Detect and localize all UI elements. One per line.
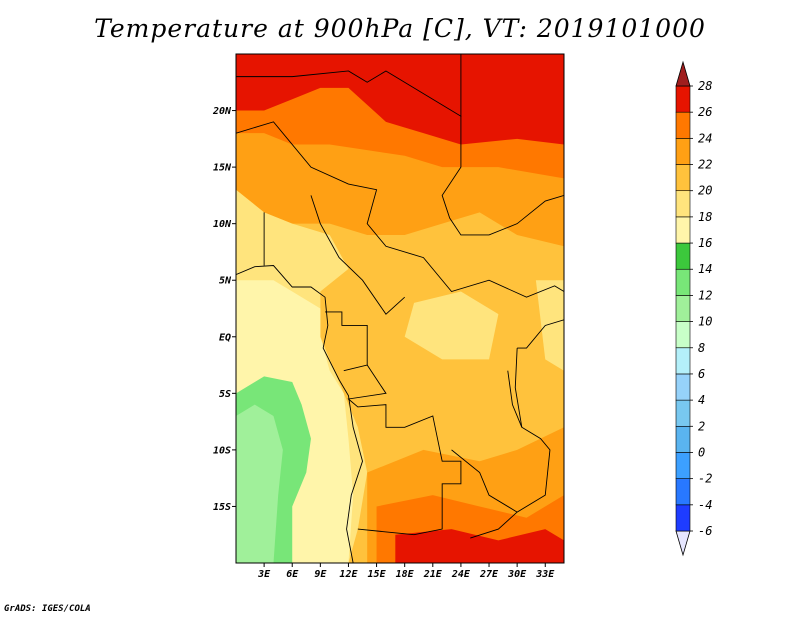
colorbar-segment	[675, 164, 691, 192]
colorbar-label: 14	[698, 262, 712, 276]
colorbar-segment	[675, 321, 691, 349]
colorbar-label: 16	[698, 236, 712, 250]
colorbar-segment	[675, 85, 691, 113]
x-tick-label: 33E	[535, 569, 555, 580]
x-tick-label: 3E	[257, 569, 271, 580]
colorbar-lower-extension	[675, 530, 691, 557]
colorbar-upper-extension	[675, 60, 691, 87]
colorbar-label: -2	[698, 472, 712, 486]
colorbar-segment	[675, 347, 691, 375]
field-congo-20-22	[404, 291, 499, 360]
colorbar-label: 2	[698, 419, 705, 433]
x-tick-label: 21E	[423, 569, 443, 580]
border-sudan	[441, 116, 564, 236]
colorbar-label: 20	[698, 184, 712, 198]
border-sahel	[236, 121, 564, 298]
coastline	[236, 265, 363, 563]
colorbar-segment	[675, 268, 691, 296]
field-east-african-highlands	[535, 280, 564, 371]
field-12-14-ocean	[236, 404, 283, 563]
x-tick-label: 15E	[368, 569, 387, 580]
border-cameroon	[310, 195, 405, 315]
plot-frame	[235, 53, 565, 564]
border-gabon	[325, 311, 368, 372]
colorbar-label: 28	[698, 79, 712, 93]
temperature-map	[236, 54, 564, 563]
x-tick-label: 27E	[479, 569, 499, 580]
colorbar-segment	[675, 478, 691, 506]
colorbar-segment	[675, 138, 691, 165]
y-tick-label: 5N	[219, 276, 232, 287]
lake-tanganyika	[507, 370, 523, 428]
x-axis: 3E 6E 9E 12E 15E 18E 21E 24E 27E 30E 33E	[257, 563, 555, 580]
colorbar-label: 8	[698, 341, 705, 355]
border-zambia	[451, 449, 518, 513]
colorbar-label: 24	[698, 131, 712, 145]
y-tick-label: 10N	[213, 219, 232, 230]
x-tick-label: 9E	[314, 569, 327, 580]
colorbar-segment	[675, 111, 691, 139]
field-over-28-north	[236, 54, 564, 145]
colorbar-label: 10	[698, 315, 712, 329]
chart-title: Temperature at 900hPa [C], VT: 201910100…	[94, 14, 706, 43]
y-tick-label: 20N	[212, 106, 232, 117]
y-tick-label: 10S	[213, 445, 231, 456]
colorbar-segment	[675, 242, 691, 270]
colorbar-segment	[675, 216, 691, 244]
colorbar-label: 4	[698, 393, 705, 407]
y-tick-label: 5S	[219, 389, 231, 400]
x-tick-label: 24E	[451, 569, 471, 580]
colorbar-segment	[675, 373, 691, 401]
y-tick-label: 15N	[213, 163, 232, 174]
colorbar-segment	[675, 190, 691, 218]
colorbar-segment	[675, 295, 691, 322]
y-tick-label: EQ	[219, 332, 231, 343]
colorbar-label: 12	[698, 288, 712, 302]
colorbar-label: -6	[698, 524, 712, 538]
colorbar-segment	[675, 425, 691, 453]
colorbar-label: 26	[698, 105, 712, 119]
y-tick-label: 15S	[213, 502, 231, 513]
colorbar-label: 6	[698, 367, 705, 381]
colorbar-segment	[675, 452, 691, 479]
colorbar-label: 22	[698, 158, 712, 172]
x-tick-label: 12E	[339, 569, 358, 580]
colorbar-label: -4	[698, 498, 712, 512]
x-tick-label: 18E	[396, 569, 415, 580]
border-uganda	[517, 319, 564, 349]
y-axis: 20N 15N 10N 5N EQ 5S 10S 15S	[212, 106, 236, 513]
border-east-drc	[470, 348, 551, 539]
colorbar-segment	[675, 399, 691, 427]
grads-credit: GrADS: IGES/COLA	[4, 604, 91, 614]
colorbar-segment	[675, 504, 691, 532]
colorbar-label: 18	[698, 210, 712, 224]
country-borders	[236, 54, 564, 563]
border-angola-drc	[347, 364, 462, 536]
colorbar-label: 0	[698, 445, 705, 459]
field-over-28-south	[395, 529, 564, 563]
x-tick-label: 30E	[507, 569, 527, 580]
x-tick-label: 6E	[286, 569, 299, 580]
